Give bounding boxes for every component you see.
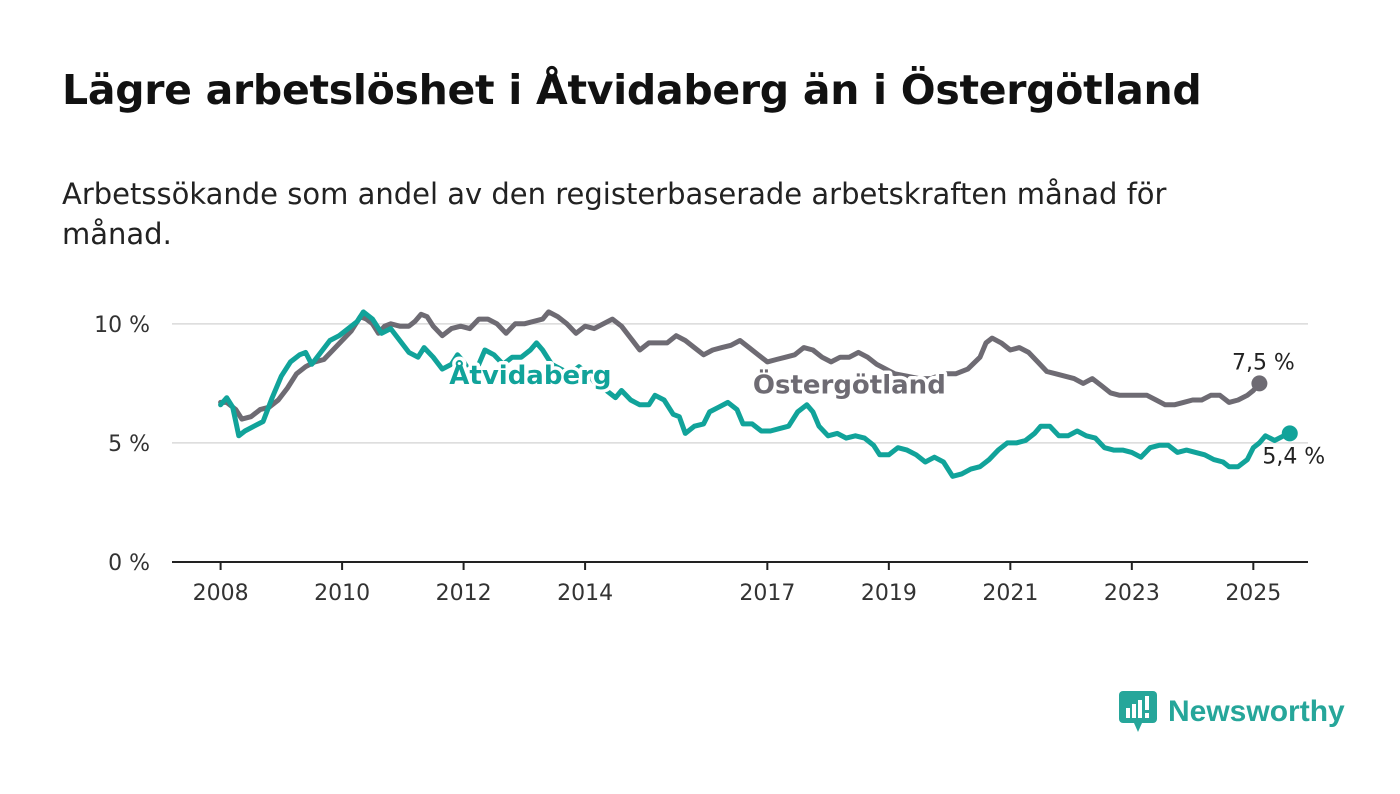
- chart-subtitle: Arbetssökande som andel av den registerb…: [62, 177, 1167, 251]
- line-chart: 0 % 5 % 10 % 2008 2010 2012 2014 2017 2019 2021 20…: [94, 309, 1325, 606]
- x-tick-label: 2019: [861, 581, 917, 606]
- x-tick-label: 2017: [739, 581, 795, 606]
- newsworthy-logo-icon: [1119, 691, 1157, 732]
- series-end-point: [1281, 425, 1298, 442]
- x-tick-label: 2021: [982, 581, 1038, 606]
- x-tick-label: 2010: [314, 581, 370, 606]
- chart-title: Lägre arbetslöshet i Åtvidaberg än i Öst…: [62, 66, 1202, 114]
- x-tick-label: 2014: [557, 581, 613, 606]
- series-label-halo: Östergötland: [753, 367, 946, 400]
- series-end-label: 5,4 %: [1262, 444, 1325, 469]
- series-label: Åtvidaberg: [449, 359, 611, 391]
- series-end-point: [1251, 375, 1268, 392]
- x-tick-label: 2025: [1225, 581, 1281, 606]
- x-tick-label: 2012: [436, 581, 492, 606]
- y-tick-label: 5 %: [108, 432, 150, 457]
- series-line-atvidaberg: [218, 309, 1293, 479]
- brand-name: Newsworthy: [1168, 695, 1345, 728]
- series-end-label: 7,5 %: [1232, 350, 1295, 375]
- x-tick-label: 2008: [193, 581, 249, 606]
- series-label: Östergötland: [753, 367, 946, 400]
- x-tick-label: 2023: [1104, 581, 1160, 606]
- y-tick-label: 0 %: [108, 551, 150, 576]
- y-tick-label: 10 %: [94, 313, 150, 338]
- brand-logo: Newsworthy: [1118, 690, 1345, 734]
- series-label-halo: Åtvidaberg: [449, 359, 611, 391]
